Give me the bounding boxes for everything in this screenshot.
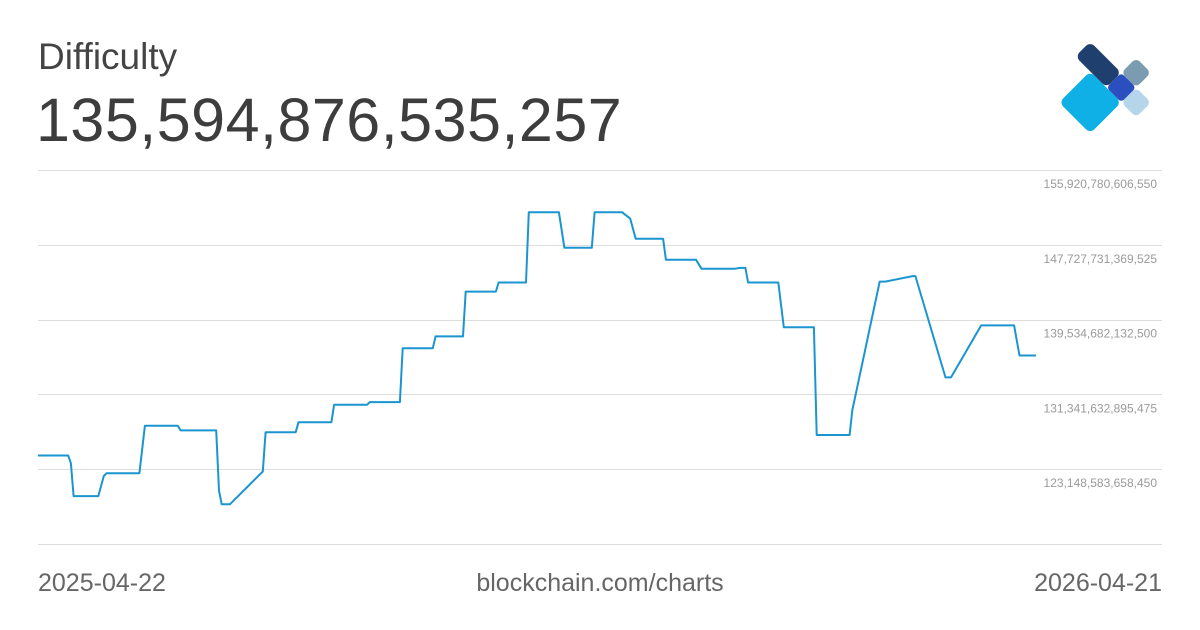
chart-title: Difficulty [38,36,178,77]
x-axis-start-date: 2025-04-22 [38,569,166,597]
logo-tile-top [1123,59,1149,86]
difficulty-line [38,211,1036,506]
logo-tile-bottom [1061,73,1119,132]
y-tick-label: 131,341,632,895,475 [1044,401,1158,415]
source-link[interactable]: blockchain.com/charts [476,569,724,597]
y-tick-label: 139,534,682,132,500 [1044,327,1158,341]
logo-tile-left [1077,44,1119,86]
y-axis-ticks: 155,920,780,606,550 147,727,731,369,525 13… [1044,177,1158,490]
grid-lines [38,170,1162,545]
logo-tile-upper-right [1108,74,1135,101]
x-axis-end-date: 2026-04-21 [1034,569,1162,597]
y-tick-label: 155,920,780,606,550 [1044,177,1158,191]
blockchain-logo-icon [1061,44,1149,132]
y-tick-label: 147,727,731,369,525 [1044,252,1158,266]
logo-tile-right [1123,89,1149,116]
y-tick-label: 123,148,583,658,450 [1044,476,1158,490]
current-value: 135,594,876,535,257 [36,86,623,154]
